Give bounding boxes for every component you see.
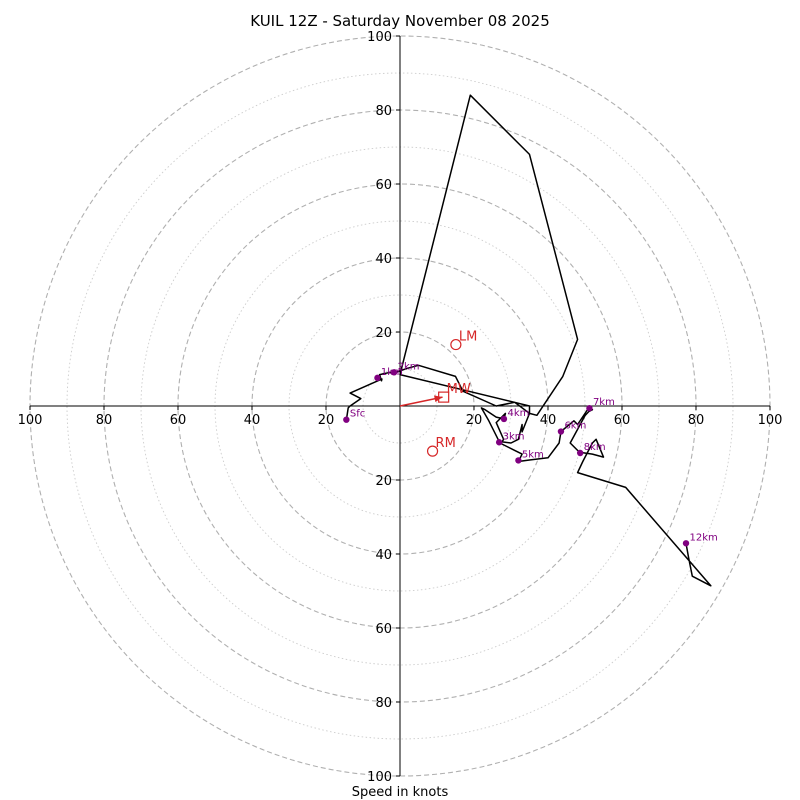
height-label: Sfc: [350, 409, 365, 420]
y-tick-label: 40: [375, 252, 392, 267]
height-point-1km: [374, 374, 381, 382]
chart-title: KUIL 12Z - Saturday November 08 2025: [250, 12, 549, 30]
height-label: 8km: [584, 442, 606, 453]
x-tick-label: 80: [688, 413, 705, 428]
y-tick-label: 40: [375, 548, 392, 563]
x-tick-label: 80: [96, 413, 113, 428]
x-tick-label: 60: [614, 413, 631, 428]
height-label: 5km: [522, 449, 544, 460]
height-point-sfc: [343, 416, 350, 423]
height-point-3km: [495, 439, 503, 446]
height-label: 3km: [503, 431, 525, 442]
height-point-5km: [515, 457, 522, 464]
height-label: 12km: [690, 532, 718, 543]
y-tick-label: 60: [375, 178, 392, 193]
height-point-8km: [576, 449, 584, 457]
y-tick-label: 60: [375, 622, 392, 637]
height-point-12km: [682, 540, 690, 547]
y-tick-label: 80: [375, 104, 392, 119]
x-tick-label: 60: [170, 413, 187, 428]
x-tick-label: 20: [318, 413, 335, 428]
y-tick-label: 20: [375, 474, 392, 489]
hodograph-trace: [345, 94, 712, 587]
height-point-6km: [557, 428, 565, 435]
x-tick-label: 40: [540, 413, 557, 428]
y-tick-label: 100: [367, 30, 392, 45]
height-label: 4km: [507, 408, 529, 419]
x-tick-label: 20: [466, 413, 483, 428]
storm-motion-marker-lm: [450, 338, 462, 351]
x-tick-label: 40: [244, 413, 261, 428]
storm-motion-marker-mw: [438, 391, 450, 403]
tick-labels: 100 80 60 40 20 20 40 60 80 100 100 80 60 40 20 20 40 60 8…: [18, 30, 783, 785]
y-tick-label: 20: [375, 326, 392, 341]
height-markers: Sfc1km2km3km4km5km6km7km8km12km: [343, 361, 718, 547]
storm-motion-marker-rm: [426, 445, 439, 457]
y-tick-label: 80: [375, 696, 392, 711]
height-label: 2km: [398, 361, 420, 372]
height-label: 7km: [593, 397, 615, 408]
height-point-4km: [500, 415, 508, 423]
storm-motion-label: MW: [447, 382, 471, 397]
storm-motion-label: RM: [436, 436, 456, 451]
hodograph-line: [345, 94, 712, 587]
x-tick-label: 100: [18, 413, 43, 428]
height-label: 6km: [564, 421, 586, 432]
height-point-2km: [390, 369, 398, 376]
x-tick-label: 100: [758, 413, 783, 428]
height-point-7km: [586, 405, 593, 412]
x-axis-label: Speed in knots: [352, 785, 449, 800]
storm-motion: LM MW RM: [399, 330, 477, 457]
storm-motion-label: LM: [459, 330, 477, 345]
y-tick-label: 100: [367, 770, 392, 785]
